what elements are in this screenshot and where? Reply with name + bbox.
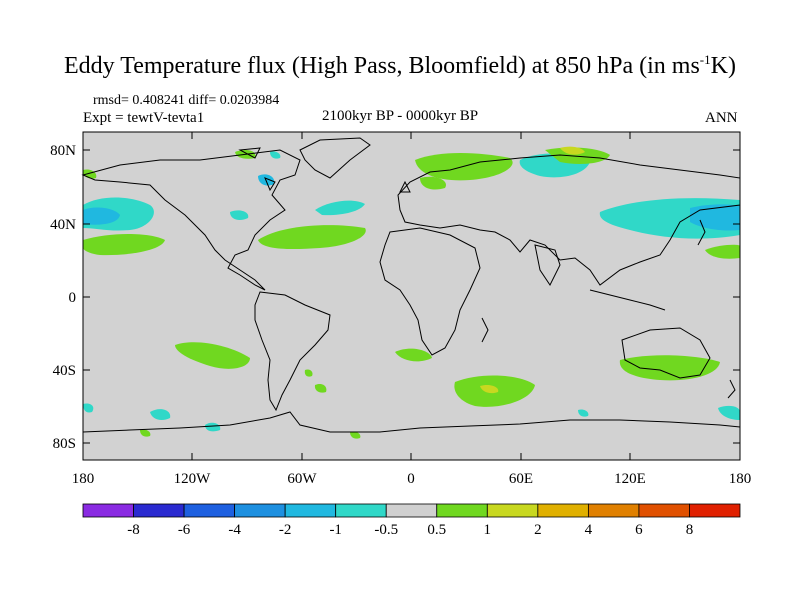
colorbar-label: 2 [534,522,542,538]
x-label-0: 0 [407,471,415,487]
x-label-60e: 60E [509,471,533,487]
x-label-120e: 120E [614,471,646,487]
colorbar-swatch [638,503,690,518]
anomaly-fields [83,146,740,439]
period-label: 2100kyr BP - 0000kyr BP [322,108,479,124]
map-background [83,132,740,460]
colorbar-label: 6 [635,522,643,538]
colorbar-swatch [335,503,387,518]
colorbar-swatch [284,503,337,518]
colorbar-swatch [436,503,488,518]
colorbar-label: 1 [484,522,492,538]
colorbar-label: -2 [279,522,292,538]
x-label-120w: 120W [174,471,212,487]
colorbar-swatch [689,503,741,518]
colorbar-label: -6 [178,522,191,538]
colorbar-swatch [183,503,236,518]
colorbar-swatch [82,503,134,518]
colorbar-swatch [537,503,589,518]
x-label-180e: 180 [729,471,752,487]
rmsd-diff-stats: rmsd= 0.408241 diff= 0.0203984 [93,93,280,108]
colorbar-swatch [486,503,539,518]
colorbar-label: 4 [585,522,593,538]
x-label-60w: 60W [287,471,317,487]
y-label-80n: 80N [50,143,76,159]
colorbar-swatch [587,503,640,518]
colorbar-label: -1 [329,522,342,538]
coastlines [81,137,741,433]
colorbar-swatch [234,503,286,518]
experiment-label: Expt = tewtV-tevta1 [83,110,205,126]
colorbar-swatch [133,503,185,518]
x-label-180w: 180 [72,471,95,487]
colorbar-label: -4 [228,522,241,538]
y-label-40n: 40N [50,217,76,233]
y-label-0: 0 [69,290,77,306]
y-axis-ticks [83,149,740,444]
colorbar: -8 -6 -4 -2 -1 -0.5 0.5 1 2 4 6 8 [82,503,741,538]
colorbar-label: -8 [127,522,140,538]
colorbar-label: 8 [686,522,694,538]
y-label-80s: 80S [53,436,76,452]
x-axis-ticks [191,132,631,460]
chart-title: Eddy Temperature flux (High Pass, Bloomf… [64,52,736,79]
y-label-40s: 40S [53,363,76,379]
colorbar-swatch [385,503,438,518]
colorbar-label: 0.5 [427,522,446,538]
colorbar-label: -0.5 [374,522,398,538]
season-label: ANN [705,110,738,126]
